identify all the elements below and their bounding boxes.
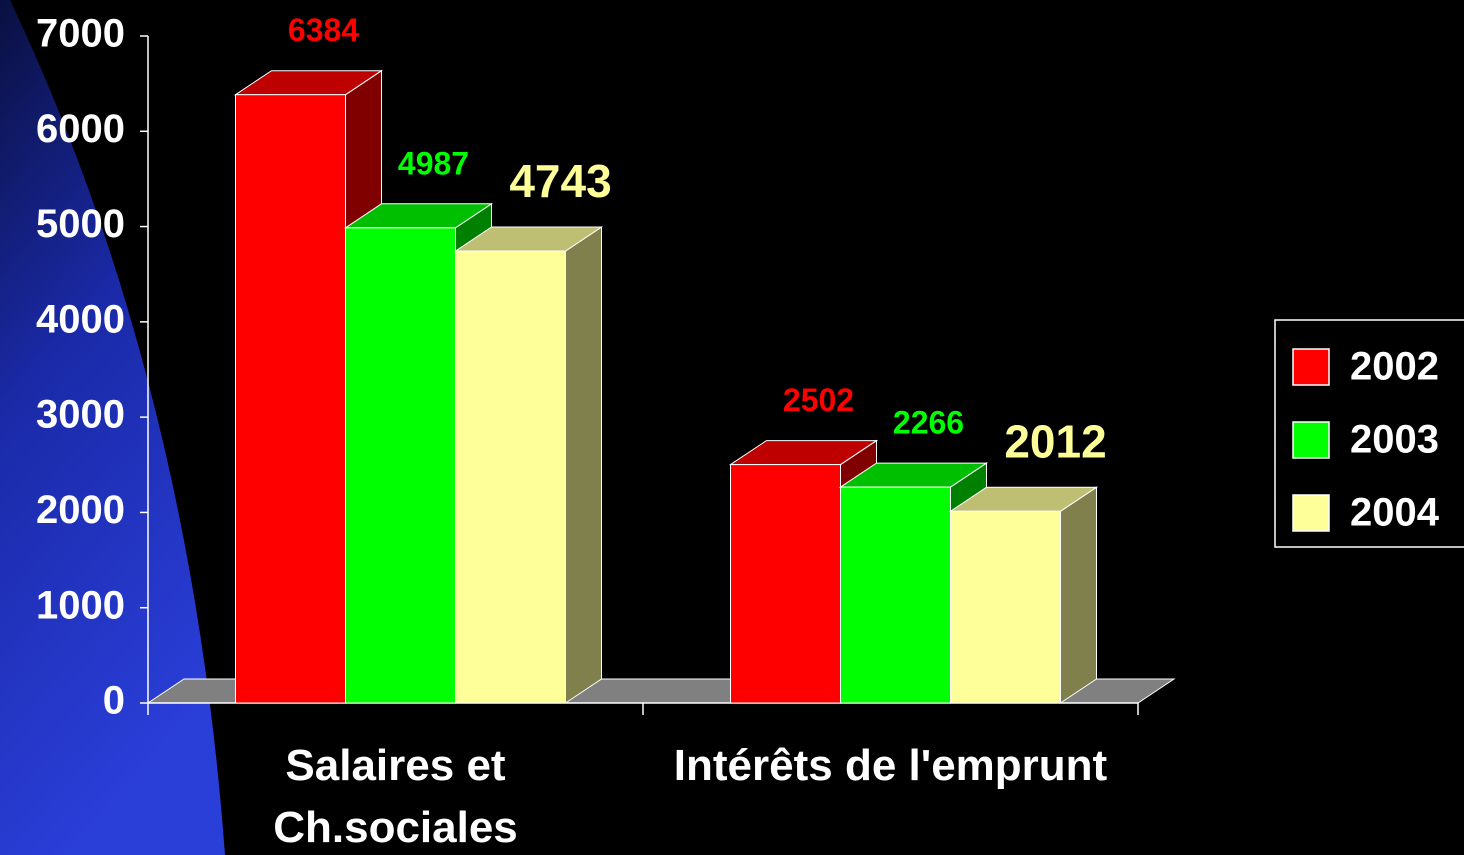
data-label: 2502	[783, 382, 854, 418]
data-label: 2012	[1004, 415, 1106, 467]
data-label: 2266	[893, 405, 964, 441]
bar	[730, 464, 841, 704]
y-tick-label: 7000	[36, 12, 125, 56]
bar	[235, 94, 346, 704]
bar	[455, 250, 566, 704]
x-tick-label: Salaires et Ch.sociales	[273, 741, 518, 852]
bar	[345, 227, 456, 704]
y-tick-label: 4000	[36, 297, 125, 341]
bar	[950, 510, 1061, 704]
legend-label: 2002	[1350, 345, 1439, 389]
data-label: 4743	[509, 155, 611, 207]
y-tick-label: 3000	[36, 393, 125, 437]
background-shape	[0, 0, 225, 855]
bar-side	[1060, 486, 1097, 704]
legend-label: 2003	[1350, 418, 1439, 462]
bar-side	[565, 226, 602, 704]
legend-swatch	[1292, 348, 1330, 386]
legend-box	[1274, 319, 1464, 548]
y-tick-label: 5000	[36, 202, 125, 246]
x-tick-label: Intérêts de l'emprunt	[673, 741, 1108, 790]
y-tick-label: 6000	[36, 107, 125, 151]
legend-swatch	[1292, 494, 1330, 532]
bar	[840, 486, 951, 704]
data-label: 6384	[288, 12, 359, 48]
legend-swatch	[1292, 421, 1330, 459]
y-tick-label: 0	[103, 679, 125, 723]
data-label: 4987	[398, 145, 469, 181]
y-tick-label: 2000	[36, 488, 125, 532]
y-tick-label: 1000	[36, 583, 125, 627]
legend-label: 2004	[1350, 491, 1440, 535]
